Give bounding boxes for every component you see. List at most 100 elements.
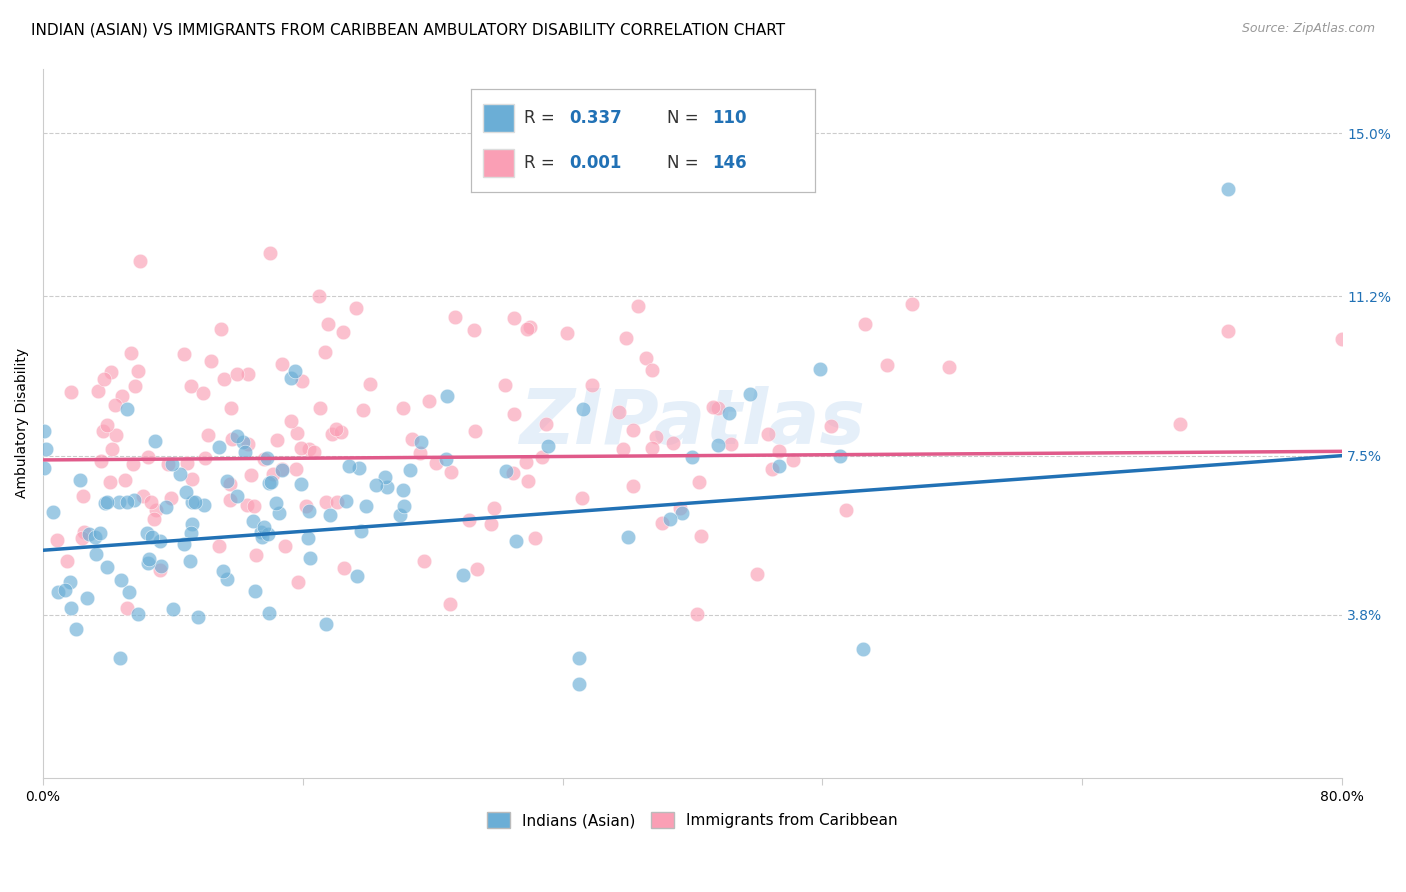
- Point: [193, 498, 215, 512]
- Point: [236, 498, 259, 512]
- Point: [352, 403, 374, 417]
- Point: [157, 457, 180, 471]
- Point: [173, 347, 195, 361]
- Point: [745, 567, 768, 582]
- Point: [208, 539, 231, 553]
- Point: [122, 457, 145, 471]
- Point: [236, 367, 259, 381]
- Point: [464, 424, 486, 438]
- Point: [502, 310, 524, 325]
- Point: [124, 493, 146, 508]
- Point: [519, 319, 541, 334]
- Point: [537, 439, 560, 453]
- Point: [290, 476, 312, 491]
- Point: [162, 602, 184, 616]
- Point: [181, 472, 204, 486]
- Point: [938, 359, 960, 374]
- Point: [280, 414, 302, 428]
- Point: [136, 556, 159, 570]
- Point: [179, 553, 201, 567]
- Point: [79, 527, 101, 541]
- Point: [290, 441, 312, 455]
- Point: [115, 495, 138, 509]
- Point: [136, 450, 159, 464]
- Point: [110, 573, 132, 587]
- Point: [89, 526, 111, 541]
- Point: [530, 450, 553, 464]
- Point: [401, 432, 423, 446]
- Point: [671, 506, 693, 520]
- Point: [250, 531, 273, 545]
- Point: [614, 331, 637, 345]
- Point: [495, 465, 517, 479]
- Point: [72, 489, 94, 503]
- Point: [568, 650, 591, 665]
- Point: [900, 296, 922, 310]
- Point: [90, 453, 112, 467]
- Point: [35, 442, 58, 457]
- Point: [217, 474, 239, 488]
- Point: [298, 504, 321, 518]
- Point: [180, 378, 202, 392]
- Point: [702, 400, 724, 414]
- Point: [555, 326, 578, 340]
- Point: [333, 561, 356, 575]
- Point: [314, 345, 336, 359]
- Point: [208, 440, 231, 454]
- Point: [740, 387, 762, 401]
- Point: [84, 547, 107, 561]
- Point: [139, 494, 162, 508]
- Point: [316, 317, 339, 331]
- Point: [607, 405, 630, 419]
- Point: [399, 462, 422, 476]
- Point: [34, 424, 56, 438]
- Point: [707, 401, 730, 415]
- Point: [124, 379, 146, 393]
- Point: [176, 456, 198, 470]
- Point: [245, 548, 267, 562]
- Text: 0.337: 0.337: [569, 109, 621, 127]
- Point: [150, 558, 173, 573]
- Point: [280, 371, 302, 385]
- Point: [180, 495, 202, 509]
- Point: [120, 345, 142, 359]
- Text: R =: R =: [524, 109, 561, 127]
- Point: [173, 537, 195, 551]
- Point: [681, 450, 703, 464]
- Point: [571, 491, 593, 505]
- Point: [59, 575, 82, 590]
- Point: [41, 505, 63, 519]
- Point: [309, 401, 332, 416]
- Point: [326, 495, 349, 509]
- Point: [232, 434, 254, 449]
- Point: [465, 562, 488, 576]
- Point: [253, 520, 276, 534]
- Point: [160, 457, 183, 471]
- Point: [271, 357, 294, 371]
- Point: [291, 374, 314, 388]
- Point: [302, 445, 325, 459]
- Point: [707, 438, 730, 452]
- Point: [568, 676, 591, 690]
- Point: [354, 499, 377, 513]
- Point: [108, 494, 131, 508]
- FancyBboxPatch shape: [484, 103, 515, 132]
- Point: [155, 500, 177, 514]
- Point: [645, 430, 668, 444]
- Point: [359, 376, 381, 391]
- Point: [160, 491, 183, 506]
- Text: 110: 110: [713, 109, 747, 127]
- Point: [96, 495, 118, 509]
- Y-axis label: Ambulatory Disability: Ambulatory Disability: [15, 348, 30, 499]
- Point: [271, 462, 294, 476]
- Point: [149, 534, 172, 549]
- Point: [259, 475, 281, 490]
- Point: [221, 401, 243, 415]
- Point: [225, 367, 247, 381]
- Point: [259, 246, 281, 260]
- Point: [70, 531, 93, 545]
- Point: [325, 422, 347, 436]
- Point: [315, 495, 337, 509]
- Point: [215, 572, 238, 586]
- Point: [211, 564, 233, 578]
